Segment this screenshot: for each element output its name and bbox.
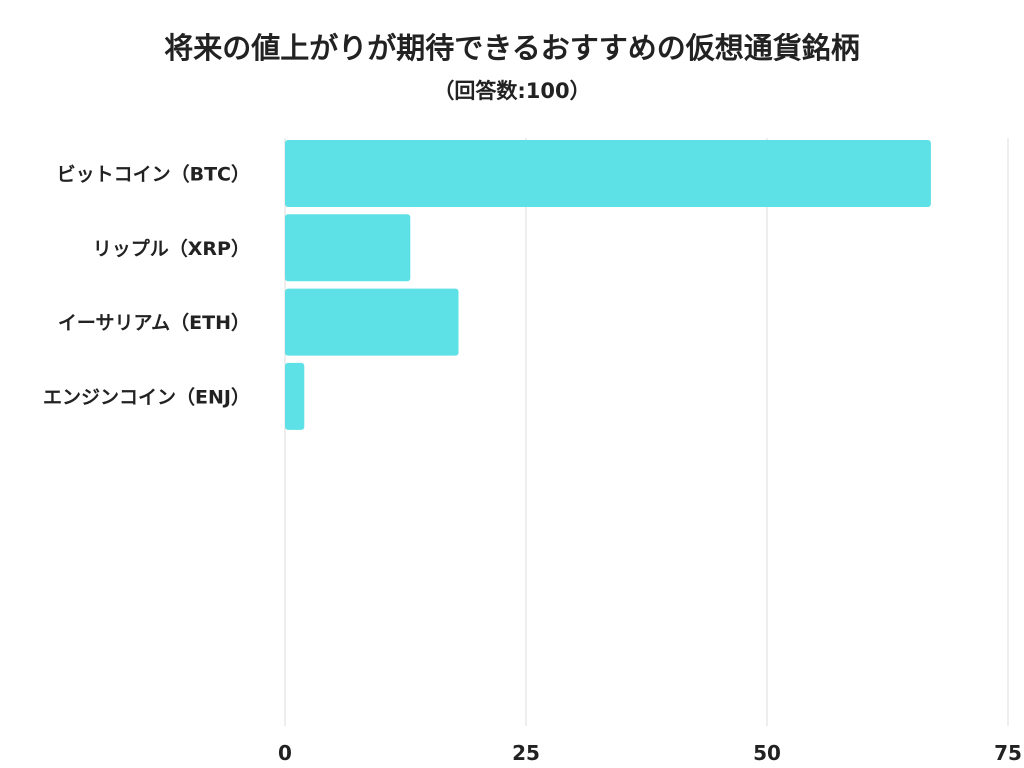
chart-title: 将来の値上がりが期待できるおすすめの仮想通貨銘柄: [164, 31, 859, 65]
tick-labels: 0 25 50 75: [278, 741, 1022, 765]
grid: [284, 138, 1009, 726]
x-tick-label: 50: [753, 741, 781, 765]
category-label: エンジンコイン（ENJ）: [43, 385, 250, 408]
category-labels: ビットコイン（BTC） リップル（XRP） イーサリアム（ETH） エンジンコイン（E…: [43, 163, 250, 409]
category-label: ビットコイン（BTC）: [57, 163, 250, 186]
x-tick-label: 0: [278, 741, 292, 765]
bar: [285, 288, 459, 356]
bars: [285, 140, 931, 430]
bar: [285, 362, 305, 430]
chart-subtitle: （回答数:100）: [433, 79, 590, 103]
bar: [285, 140, 931, 207]
category-label: リップル（XRP）: [93, 237, 250, 260]
x-tick-label: 25: [512, 741, 540, 765]
bar: [285, 214, 411, 282]
x-tick-label: 75: [994, 741, 1022, 765]
category-label: イーサリアム（ETH）: [58, 311, 250, 334]
